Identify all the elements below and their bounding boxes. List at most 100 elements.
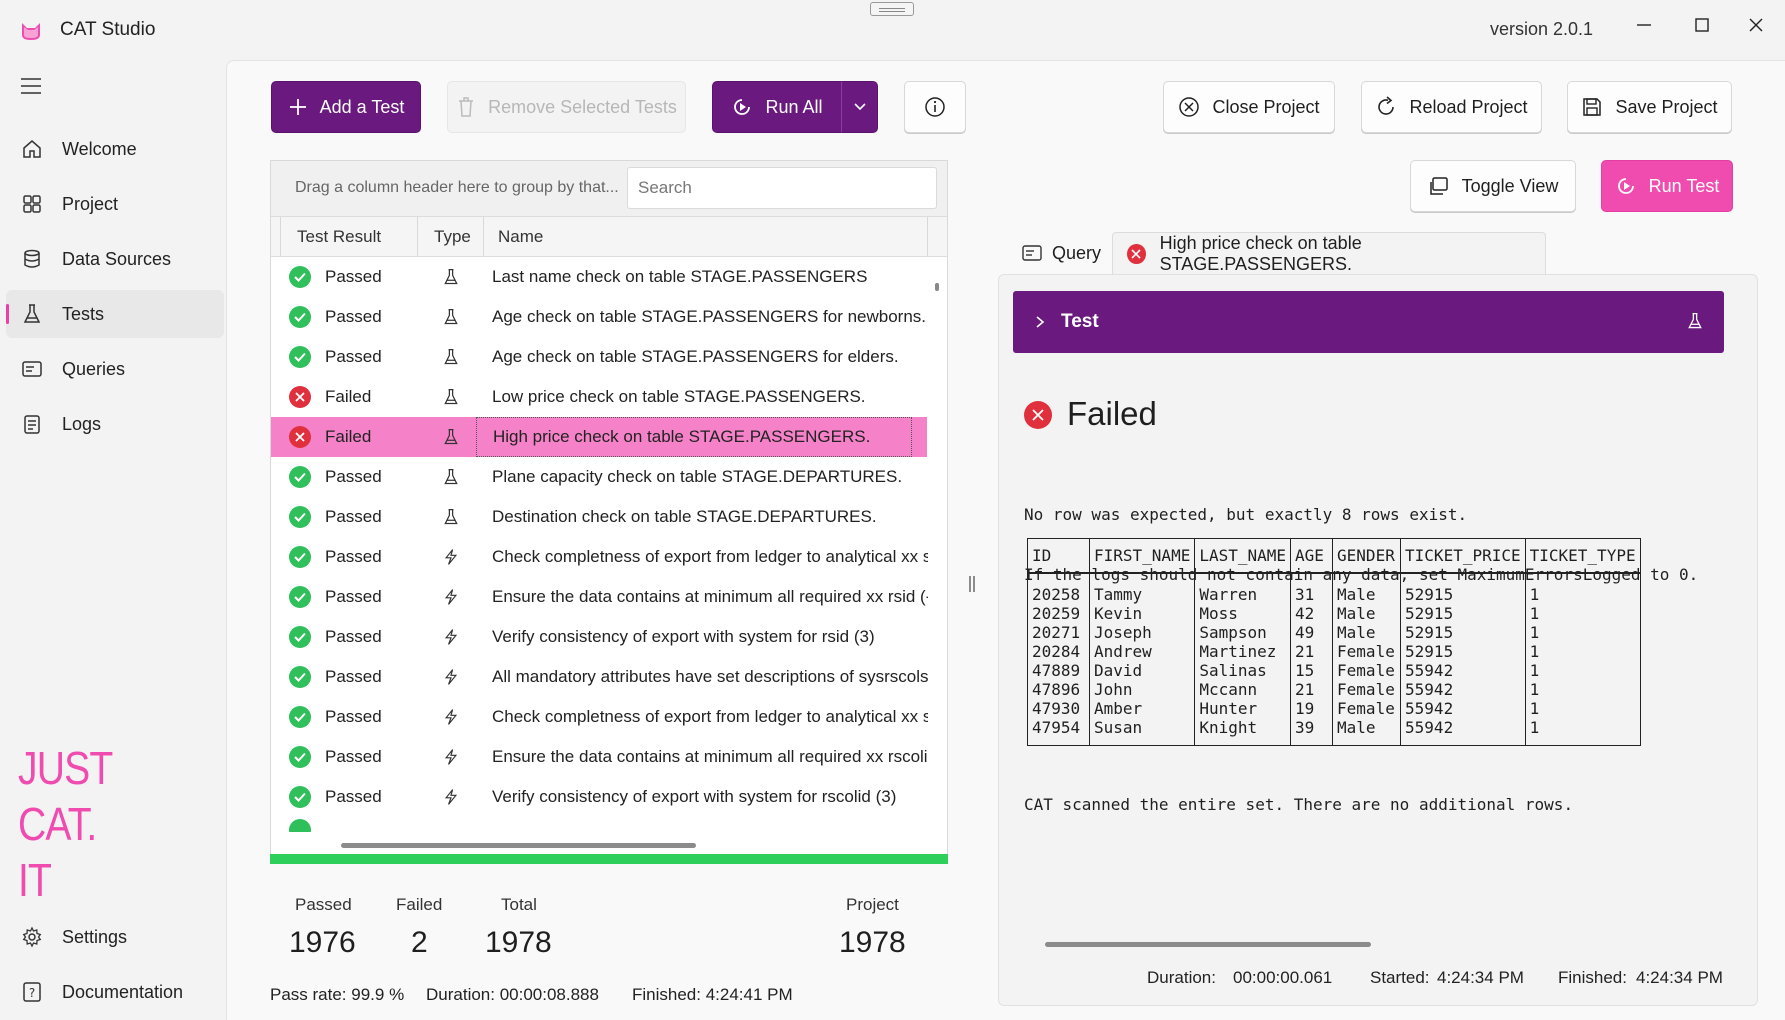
result-cell: Susan (1088, 718, 1195, 745)
result-cell: 1 (1524, 718, 1640, 745)
scrollbar-thumb[interactable] (935, 283, 939, 291)
bolt-icon (431, 777, 471, 817)
documentation-icon: ? (20, 980, 44, 1004)
table-row[interactable]: Passed Check completness of export from l… (271, 697, 928, 737)
table-row[interactable]: Passed Ensure the data contains at minimu… (271, 577, 928, 617)
result-cell: Female (1332, 661, 1401, 680)
table-row[interactable]: Passed Age check on table STAGE.PASSENGER… (271, 337, 927, 377)
result-cell: Kevin (1088, 604, 1195, 623)
table-row[interactable]: Passed Last name check on table STAGE.PAS… (271, 257, 927, 297)
run-all-button[interactable]: Run All (712, 81, 842, 133)
info-button[interactable] (904, 81, 966, 133)
result-cell: 15 (1290, 661, 1333, 680)
tab-test-result[interactable]: High price check on table STAGE.PASSENGE… (1112, 232, 1546, 274)
flask-icon (431, 257, 471, 297)
result-cell: 47930 (1027, 699, 1090, 718)
search-input[interactable]: Search (627, 167, 937, 209)
panel-splitter[interactable] (968, 574, 976, 594)
test-result-text: Passed (325, 347, 382, 366)
maximize-button[interactable] (1682, 8, 1722, 42)
test-result-cell: Passed (289, 497, 382, 537)
table-row[interactable]: Passed Destination check on table STAGE.D… (271, 497, 927, 537)
flask-icon (431, 297, 471, 337)
failed-icon (1127, 243, 1146, 264)
plus-icon (288, 97, 308, 117)
close-project-button[interactable]: Close Project (1163, 81, 1335, 133)
close-window-button[interactable] (1736, 8, 1776, 42)
tab-query[interactable]: Query (1022, 232, 1101, 274)
result-cell: 1 (1524, 680, 1640, 699)
result-table-row: 20284 Andrew Martinez 21 Female 52915 1 (1027, 642, 1640, 661)
cat-logo-icon (22, 23, 40, 40)
result-column-header: GENDER (1332, 539, 1401, 574)
test-result-text: Passed (325, 707, 382, 726)
result-cell: 55942 (1400, 718, 1526, 745)
detail-duration: 00:00:00.061 (1233, 968, 1333, 987)
sidebar-item-queries[interactable]: Queries (6, 345, 224, 393)
result-column-header: TICKET_TYPE (1524, 539, 1640, 574)
save-project-button[interactable]: Save Project (1567, 81, 1732, 133)
result-cell: Female (1332, 642, 1401, 661)
add-test-button[interactable]: Add a Test (271, 81, 421, 133)
detail-started-label: Started: (1370, 968, 1430, 987)
reload-project-button[interactable]: Reload Project (1361, 81, 1542, 133)
sidebar-item-settings[interactable]: Settings (6, 913, 224, 961)
scrollbar-thumb[interactable] (341, 843, 696, 848)
group-panel[interactable]: Drag a column header here to group by th… (271, 161, 947, 217)
info-icon (925, 97, 945, 117)
detail-horizontal-scrollbar[interactable] (1045, 942, 1371, 947)
table-row[interactable]: Passed Check completness of export from l… (271, 537, 928, 577)
sidebar-item-data-sources[interactable]: Data Sources (6, 235, 224, 283)
horizontal-scrollbar[interactable] (271, 833, 947, 857)
result-cell: 1 (1524, 585, 1640, 604)
toggle-view-button[interactable]: Toggle View (1410, 160, 1576, 212)
query-icon (1022, 244, 1042, 262)
table-row[interactable]: Failed Low price check on table STAGE.PAS… (271, 377, 927, 417)
test-result-cell: Passed (289, 457, 382, 497)
table-row[interactable]: Passed Age check on table STAGE.PASSENGER… (271, 297, 927, 337)
result-cell: 47889 (1027, 661, 1090, 680)
toggle-view-icon (1428, 175, 1450, 197)
sidebar-item-welcome[interactable]: Welcome (6, 125, 224, 173)
sidebar-item-logs[interactable]: Logs (6, 400, 224, 448)
test-section-header[interactable]: Test (1013, 291, 1724, 353)
drag-handle[interactable] (870, 2, 914, 16)
result-cell: 49 (1290, 623, 1333, 642)
failed-icon (289, 426, 311, 448)
table-row[interactable]: Passed Verify consistency of export with … (271, 777, 927, 817)
result-cell: 20258 (1027, 585, 1090, 604)
hamburger-menu-icon[interactable] (20, 76, 42, 96)
column-header-name[interactable]: Name (484, 217, 928, 257)
column-header-test-result[interactable]: Test Result (281, 217, 418, 257)
row-indicator-header (271, 217, 281, 257)
sidebar-item-project[interactable]: Project (6, 180, 224, 228)
result-cell: 1 (1524, 604, 1640, 623)
run-all-dropdown-button[interactable] (841, 81, 878, 133)
run-icon (1615, 175, 1637, 197)
test-name-cell: Check completness of export from ledger … (492, 547, 928, 566)
sidebar-item-documentation[interactable]: ? Documentation (6, 968, 224, 1016)
passed-icon (289, 626, 311, 648)
table-row[interactable]: Passed All mandatory attributes have set … (271, 657, 928, 697)
result-table-row: 20258 Tammy Warren 31 Male 52915 1 (1027, 585, 1640, 604)
vertical-scrollbar[interactable] (929, 257, 947, 832)
passed-icon (289, 506, 311, 528)
table-row[interactable]: Passed Ensure the data contains at minimu… (271, 737, 928, 777)
test-result-cell: Passed (289, 617, 382, 657)
sidebar-item-tests[interactable]: Tests (6, 290, 224, 338)
test-result-cell: Passed (289, 257, 382, 297)
grid-header: Test Result Type Name (271, 217, 947, 257)
chevron-down-icon (853, 103, 866, 111)
minimize-button[interactable] (1624, 8, 1664, 42)
test-result-text: Passed (325, 627, 382, 646)
remove-selected-tests-button[interactable]: Remove Selected Tests (447, 81, 686, 133)
run-test-button[interactable]: Run Test (1601, 160, 1733, 212)
tagline-line: CAT. (18, 798, 97, 850)
svg-text:?: ? (29, 986, 35, 1000)
table-row[interactable]: Passed Verify consistency of export with … (271, 617, 927, 657)
column-header-type[interactable]: Type (418, 217, 484, 257)
table-row[interactable]: Passed Plane capacity check on table STAG… (271, 457, 927, 497)
result-cell: Female (1332, 680, 1401, 699)
detail-started: 4:24:34 PM (1437, 968, 1524, 987)
table-row[interactable]: Failed High price check on table STAGE.PA… (271, 417, 927, 457)
